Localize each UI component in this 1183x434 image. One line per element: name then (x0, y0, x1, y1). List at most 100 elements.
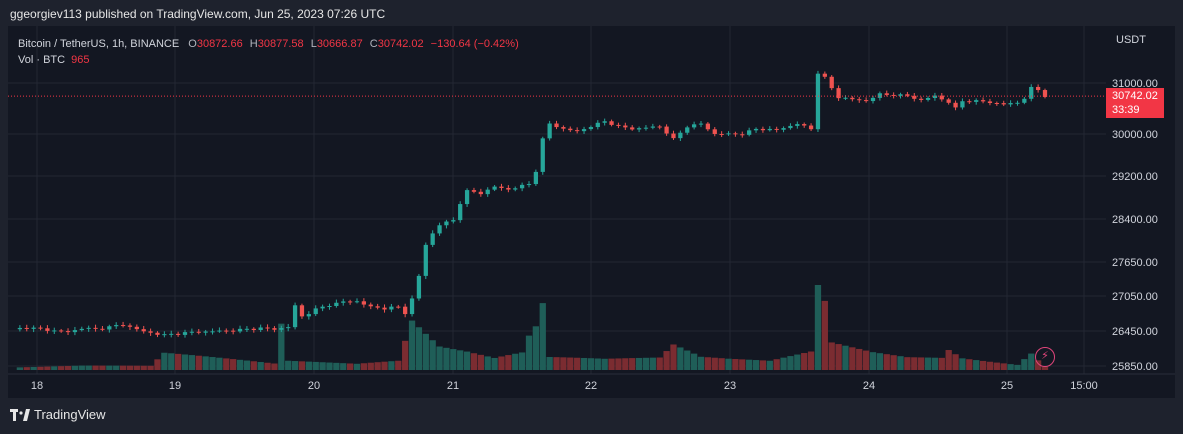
volume-bar (642, 357, 650, 370)
volume-bar (402, 340, 409, 370)
volume-bar (862, 350, 870, 370)
volume-bar (897, 356, 904, 370)
volume-bar (883, 354, 890, 370)
volume-bar (608, 358, 615, 370)
volume-bar (505, 355, 512, 370)
volume-bar (952, 354, 959, 370)
volume-bar (876, 353, 884, 370)
volume-bar (319, 362, 326, 370)
low-label: L (310, 38, 317, 50)
volume-bar (1007, 364, 1014, 370)
candle-body (822, 73, 827, 77)
volume-label[interactable]: Vol · BTC (18, 54, 66, 66)
candle-body (898, 94, 903, 96)
currency-label[interactable]: USDT (1116, 34, 1146, 46)
volume-bar (216, 357, 223, 370)
candle-body (148, 331, 153, 333)
price-tick-label: 29200.00 (1112, 171, 1158, 183)
volume-value: 965 (71, 54, 90, 66)
volume-bar (1014, 364, 1021, 370)
volume-bar (92, 365, 99, 370)
candle-body (602, 121, 607, 123)
volume-bar (1028, 353, 1035, 370)
volume-bar (911, 357, 918, 370)
candle-body (354, 301, 360, 303)
volume-bar (340, 363, 347, 370)
volume-bar (849, 347, 856, 370)
candle-body (760, 128, 766, 131)
candle-body (1001, 103, 1006, 105)
candle-body (884, 93, 889, 95)
volume-bar (195, 355, 202, 370)
volume-bar (959, 358, 966, 370)
candle-body (698, 123, 704, 125)
volume-bar (546, 357, 553, 370)
candle-body (17, 327, 23, 330)
volume-bar (223, 358, 230, 370)
lightning-icon[interactable]: ⚡︎ (1035, 347, 1055, 367)
volume-bar (1041, 366, 1049, 370)
candle-body (24, 327, 29, 329)
candle-body (815, 73, 821, 130)
volume-bar (594, 358, 601, 370)
volume-bar (37, 366, 44, 370)
price-tick-label: 27050.00 (1112, 291, 1158, 303)
volume-bar (202, 356, 209, 370)
time-tick-label: 18 (31, 380, 43, 392)
volume-bar (326, 362, 333, 370)
volume-bar (1034, 360, 1042, 370)
volume-bar (443, 347, 450, 370)
brand-name: TradingView (34, 407, 106, 422)
candle-body (403, 306, 408, 315)
time-tick-label: 22 (585, 380, 597, 392)
candle-body (919, 98, 924, 100)
volume-bar (993, 362, 1000, 370)
candle-body (747, 130, 752, 135)
volume-bar (126, 365, 134, 370)
volume-bar (353, 363, 361, 370)
volume-bar (285, 360, 292, 370)
candle-body (458, 204, 463, 221)
time-tick-label: 24 (863, 380, 875, 392)
volume-bar (298, 361, 306, 370)
symbol-name[interactable]: Bitcoin / TetherUS, 1h, BINANCE (18, 38, 180, 50)
time-tick-label: 15:00 (1070, 380, 1098, 392)
candle-body (93, 327, 98, 329)
volume-bar (904, 357, 911, 370)
volume-bar (484, 356, 491, 370)
candle-body (327, 306, 332, 308)
volume-bar (168, 353, 175, 370)
candle-body (540, 138, 545, 172)
open-value: 30872.66 (196, 38, 243, 50)
volume-bar (931, 357, 939, 370)
chart-frame[interactable]: 31000.00 30000.00 29200.00 28400.00 27650.00… (8, 26, 1175, 398)
candle-body (863, 100, 869, 102)
volume-bar (243, 360, 251, 370)
footer-brand[interactable]: TradingView (10, 407, 106, 422)
volume-bar (780, 357, 787, 370)
close-value: 30742.02 (377, 38, 424, 50)
candle-body (616, 124, 621, 126)
price-axis[interactable]: 31000.00 30000.00 29200.00 28400.00 27650.00… (1112, 78, 1158, 373)
volume-bar (154, 359, 161, 370)
candle-body (657, 126, 662, 128)
volume-bar (635, 357, 643, 370)
volume-bar (711, 357, 718, 370)
volume-bar (133, 365, 140, 370)
candle-body (1029, 86, 1034, 99)
volume-bar (690, 353, 698, 370)
time-tick-label: 21 (447, 380, 459, 392)
volume-bar (828, 342, 835, 370)
time-axis[interactable]: 18 19 20 21 22 23 24 25 15:00 (31, 380, 1098, 392)
candle-body (1042, 90, 1048, 98)
candle-body (664, 126, 669, 134)
volume-bar (924, 357, 932, 370)
candle-body (581, 129, 587, 132)
candle-body (292, 305, 298, 328)
candlestick-chart[interactable]: 31000.00 30000.00 29200.00 28400.00 27650.00… (8, 26, 1175, 398)
price-tick-label: 31000.00 (1112, 78, 1158, 90)
volume-bar (842, 345, 849, 370)
candle-body (691, 124, 697, 128)
volume-bar (436, 346, 443, 370)
volume-bar (140, 365, 147, 370)
